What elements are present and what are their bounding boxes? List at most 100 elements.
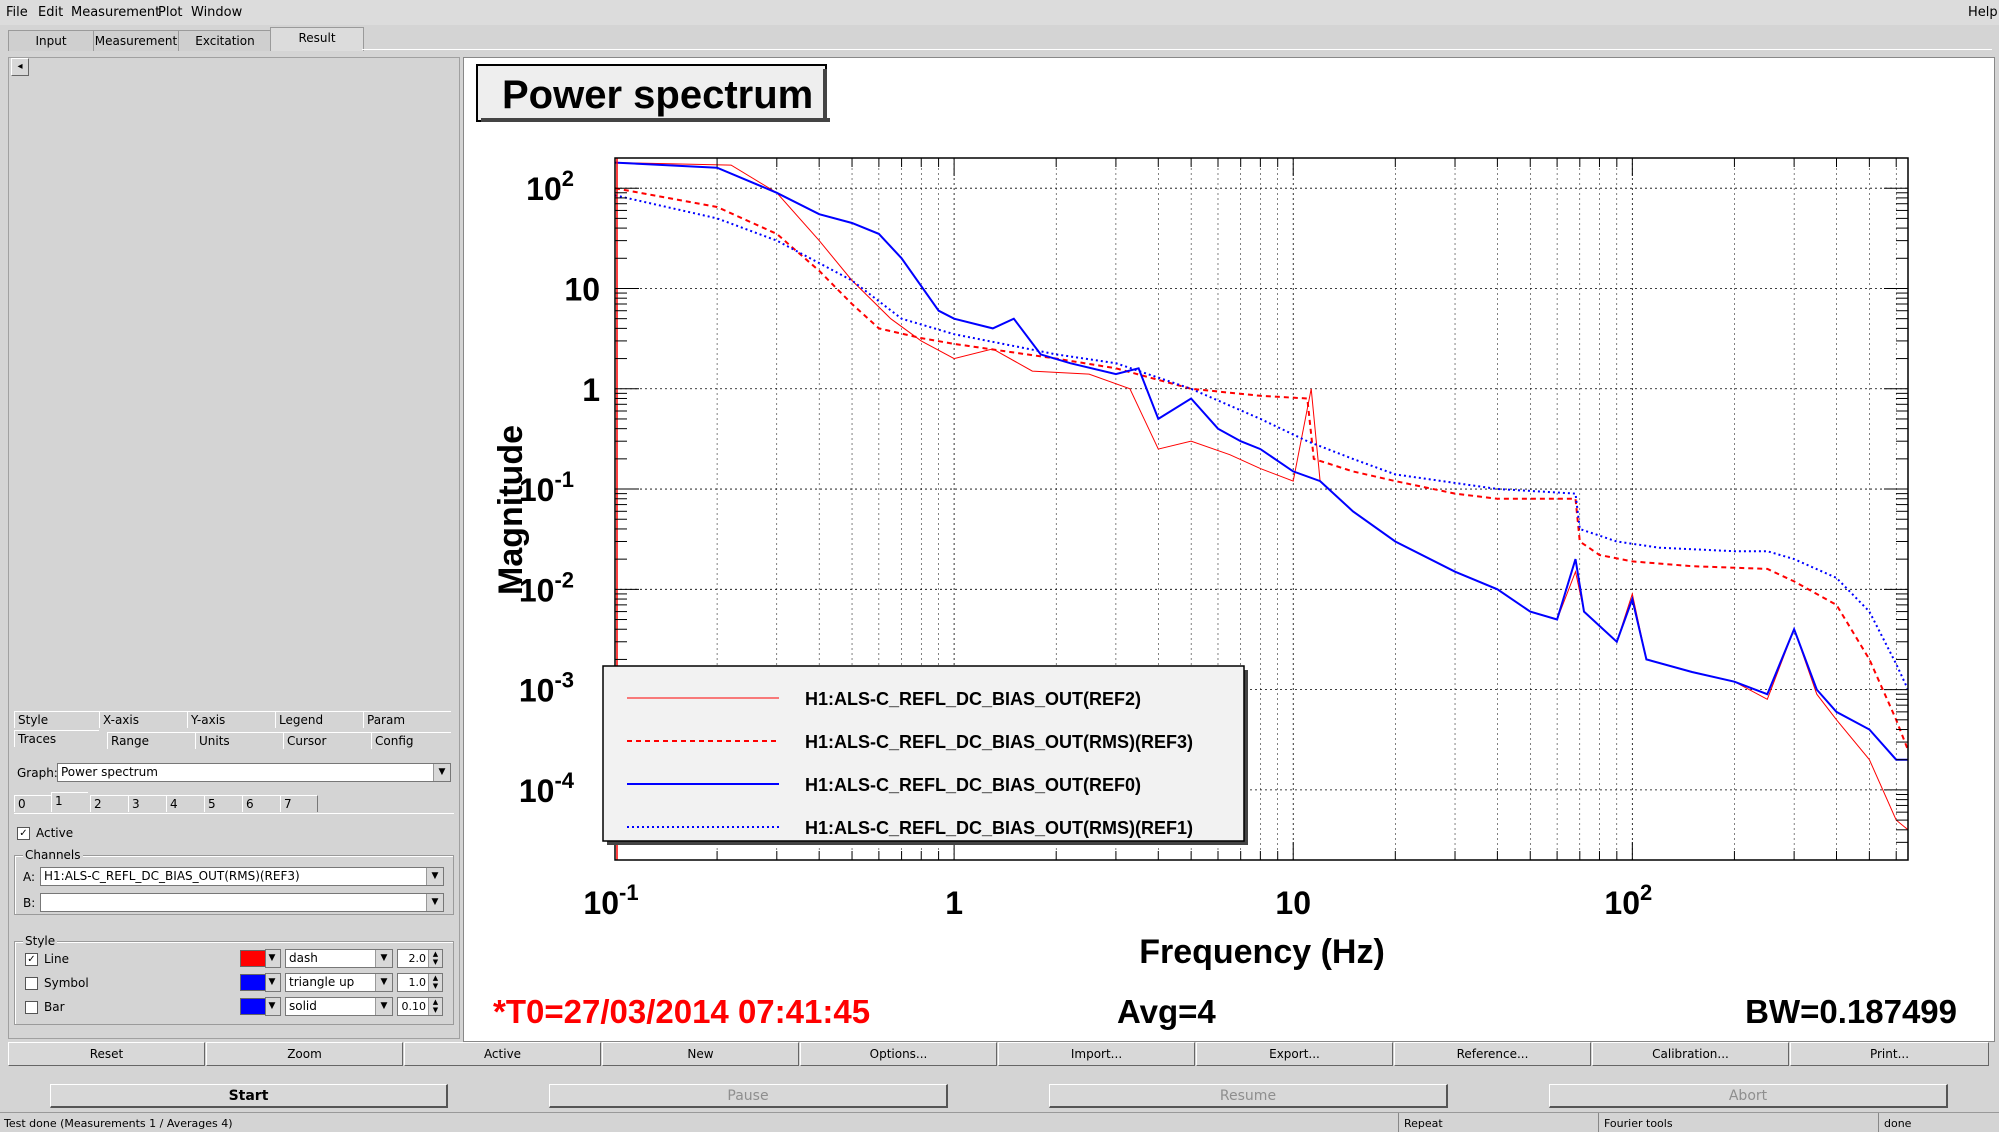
line-width-spinner[interactable]: 2.0 ▲ ▼: [397, 949, 443, 968]
bar-label: Bar: [44, 1000, 65, 1014]
menu-edit[interactable]: Edit: [38, 5, 64, 20]
status-separator: [1598, 1113, 1599, 1132]
channels-title: Channels: [23, 848, 83, 862]
menu-measurement[interactable]: Measurement: [71, 5, 161, 20]
trace-tab-2[interactable]: 2: [90, 795, 128, 812]
option-tab-style[interactable]: Style: [14, 711, 99, 728]
bar-style-value: solid: [289, 999, 317, 1013]
tab-result[interactable]: Result: [270, 27, 364, 51]
symbol-label: Symbol: [44, 976, 89, 990]
symbol-color-dropdown[interactable]: ▼: [265, 973, 281, 992]
calibration-button[interactable]: Calibration...: [1592, 1042, 1789, 1066]
trace-tab-7[interactable]: 7: [280, 795, 318, 812]
bar-width-value: 0.10: [401, 1000, 427, 1013]
chevron-down-icon: ▼: [375, 998, 392, 1015]
reference-button[interactable]: Reference...: [1394, 1042, 1591, 1066]
new-button[interactable]: New: [602, 1042, 799, 1066]
symbol-style-select[interactable]: triangle up ▼: [285, 973, 393, 992]
status-separator: [1878, 1113, 1879, 1132]
line-color-dropdown[interactable]: ▼: [265, 949, 281, 968]
channel-b-label: B:: [23, 896, 36, 910]
legend: H1:ALS-C_REFL_DC_BIAS_OUT(REF2) H1:ALS-C_…: [602, 665, 1248, 845]
channel-b-select[interactable]: ▼: [40, 893, 444, 912]
y-tick-label: 10-4: [519, 768, 575, 809]
option-tab-x-axis[interactable]: X-axis: [99, 711, 187, 728]
bar-width-spinner[interactable]: 0.10 ▲ ▼: [397, 997, 443, 1016]
active-button[interactable]: Active: [404, 1042, 601, 1066]
collapse-panel-button[interactable]: ◂: [11, 58, 29, 76]
plot-canvas[interactable]: Power spectrum 10-1 1 10 102 102 10 1 10-1 10-2…: [463, 57, 1995, 1042]
line-label: Line: [44, 952, 70, 966]
import-button[interactable]: Import...: [998, 1042, 1195, 1066]
print-button[interactable]: Print...: [1790, 1042, 1989, 1066]
trace-tab-4[interactable]: 4: [166, 795, 204, 812]
tab-excitation[interactable]: Excitation: [178, 30, 272, 51]
trace-tab-6[interactable]: 6: [242, 795, 280, 812]
option-tab-config[interactable]: Config: [371, 732, 451, 749]
menu-window[interactable]: Window: [191, 5, 243, 20]
reset-button[interactable]: Reset: [8, 1042, 205, 1066]
menu-file[interactable]: File: [6, 5, 28, 20]
channel-a-value: H1:ALS-C_REFL_DC_BIAS_OUT(RMS)(REF3): [44, 869, 300, 883]
menu-plot[interactable]: Plot: [158, 5, 183, 20]
resume-button[interactable]: Resume: [1049, 1084, 1448, 1108]
spin-arrows-icon[interactable]: ▲ ▼: [428, 998, 442, 1015]
option-tab-units[interactable]: Units: [195, 732, 283, 749]
option-tab-legend[interactable]: Legend: [275, 711, 363, 728]
trace-tab-3[interactable]: 3: [128, 795, 166, 812]
options-button[interactable]: Options...: [800, 1042, 997, 1066]
chevron-down-icon: ▼: [266, 950, 280, 967]
spin-arrows-icon[interactable]: ▲ ▼: [428, 974, 442, 991]
bandwidth: BW=0.187499: [1745, 993, 1957, 1030]
trace-tab-divider: [14, 813, 454, 814]
export-button[interactable]: Export...: [1196, 1042, 1393, 1066]
abort-button[interactable]: Abort: [1549, 1084, 1948, 1108]
legend-label: H1:ALS-C_REFL_DC_BIAS_OUT(REF2): [805, 689, 1141, 709]
option-tab-cursor[interactable]: Cursor: [283, 732, 371, 749]
chevron-down-icon: ▼: [433, 764, 450, 781]
spin-arrows-icon[interactable]: ▲ ▼: [428, 950, 442, 967]
line-color-swatch[interactable]: [240, 950, 266, 967]
symbol-color-swatch[interactable]: [240, 974, 266, 991]
active-checkbox[interactable]: ✓: [17, 827, 30, 840]
bar-style-select[interactable]: solid ▼: [285, 997, 393, 1016]
channel-a-select[interactable]: H1:ALS-C_REFL_DC_BIAS_OUT(RMS)(REF3) ▼: [40, 867, 444, 886]
option-tab-traces[interactable]: Traces: [14, 730, 99, 747]
option-tab-range[interactable]: Range: [107, 732, 195, 749]
x-tick-label: 1: [945, 885, 963, 921]
power-spectrum-chart: Power spectrum 10-1 1 10 102 10210110-110-2…: [476, 64, 1957, 1030]
tab-measurement[interactable]: Measurement: [93, 30, 179, 51]
bar-color-swatch[interactable]: [240, 998, 266, 1015]
status-divider: [0, 1112, 1999, 1113]
plot-title-box: Power spectrum: [476, 64, 830, 122]
status-separator: [1398, 1113, 1399, 1132]
symbol-checkbox[interactable]: [25, 977, 38, 990]
bar-checkbox[interactable]: [25, 1001, 38, 1014]
symbol-style-value: triangle up: [289, 975, 355, 989]
trace-tab-1[interactable]: 1: [51, 792, 88, 812]
option-tab-param[interactable]: Param: [363, 711, 451, 728]
y-tick-label: 10: [564, 271, 600, 307]
t0-timestamp: *T0=27/03/2014 07:41:45: [493, 993, 870, 1030]
y-tick-label: 10-3: [519, 668, 574, 709]
start-button[interactable]: Start: [50, 1084, 448, 1108]
line-style-select[interactable]: dash ▼: [285, 949, 393, 968]
y-tick-label: 102: [526, 166, 574, 207]
series-line-3: [615, 194, 1908, 691]
option-tab-y-axis[interactable]: Y-axis: [187, 711, 275, 728]
tab-input[interactable]: Input: [8, 30, 94, 51]
trace-tab-0[interactable]: 0: [14, 795, 51, 812]
graph-select[interactable]: Power spectrum ▼: [57, 763, 451, 782]
zoom-button[interactable]: Zoom: [206, 1042, 403, 1066]
graph-select-value: Power spectrum: [61, 765, 158, 779]
y-axis-label: Magnitude: [492, 425, 530, 595]
menu-help[interactable]: Help: [1968, 5, 1998, 20]
trace-tab-5[interactable]: 5: [204, 795, 242, 812]
line-checkbox[interactable]: ✓: [25, 953, 38, 966]
x-tick-label: 102: [1604, 880, 1652, 921]
bar-color-dropdown[interactable]: ▼: [265, 997, 281, 1016]
active-label: Active: [36, 826, 74, 840]
channel-a-label: A:: [23, 870, 36, 884]
pause-button[interactable]: Pause: [549, 1084, 948, 1108]
symbol-size-spinner[interactable]: 1.0 ▲ ▼: [397, 973, 443, 992]
